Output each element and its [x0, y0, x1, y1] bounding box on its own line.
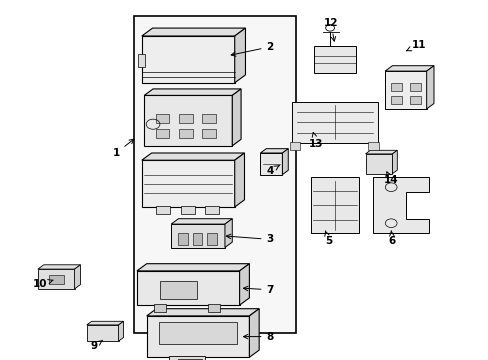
Bar [146, 316, 249, 357]
Text: 3: 3 [226, 234, 273, 244]
Text: 1: 1 [112, 139, 134, 158]
Bar [49, 274, 63, 284]
Bar [179, 129, 192, 138]
Bar [155, 114, 169, 123]
Polygon shape [137, 264, 249, 271]
Bar [38, 269, 75, 289]
Bar [178, 233, 187, 245]
Text: 10: 10 [33, 279, 53, 289]
Text: 12: 12 [323, 18, 338, 41]
Polygon shape [426, 66, 433, 109]
Polygon shape [144, 89, 241, 95]
Text: 7: 7 [243, 285, 273, 295]
Polygon shape [234, 28, 245, 83]
Polygon shape [392, 150, 397, 174]
Bar [409, 96, 420, 104]
Bar [205, 206, 219, 214]
Polygon shape [146, 309, 259, 316]
Text: 6: 6 [388, 231, 395, 246]
Polygon shape [232, 89, 241, 146]
Bar [134, 16, 295, 333]
Text: 9: 9 [90, 340, 102, 351]
Bar [142, 160, 234, 207]
Bar [409, 82, 420, 90]
Polygon shape [171, 219, 232, 224]
Polygon shape [75, 265, 81, 289]
Polygon shape [142, 153, 244, 160]
Bar [390, 96, 401, 104]
Bar [154, 304, 166, 311]
Bar [168, 356, 205, 360]
Bar [137, 271, 239, 305]
Bar [144, 95, 232, 146]
Bar [177, 359, 202, 360]
Text: 14: 14 [383, 172, 398, 185]
Bar [138, 54, 144, 67]
Polygon shape [384, 66, 433, 71]
Bar [179, 114, 192, 123]
Text: 13: 13 [308, 132, 323, 149]
Text: 8: 8 [243, 332, 273, 342]
Bar [87, 325, 118, 341]
Bar [365, 154, 392, 174]
Text: 4: 4 [266, 166, 279, 176]
Text: 2: 2 [231, 42, 273, 56]
Bar [181, 206, 194, 214]
Polygon shape [224, 219, 232, 248]
Bar [156, 206, 170, 214]
Bar [314, 46, 355, 73]
Bar [310, 177, 359, 233]
Text: 11: 11 [406, 40, 426, 51]
Bar [390, 82, 401, 90]
Polygon shape [260, 149, 288, 153]
Bar [159, 322, 237, 344]
Bar [142, 36, 234, 83]
Polygon shape [249, 309, 259, 357]
Bar [292, 102, 377, 143]
Bar [207, 233, 217, 245]
Bar [192, 233, 202, 245]
Polygon shape [282, 149, 288, 175]
Bar [202, 114, 216, 123]
Bar [202, 129, 216, 138]
Polygon shape [239, 264, 249, 305]
Bar [171, 224, 224, 248]
Bar [367, 142, 378, 150]
Polygon shape [372, 177, 428, 233]
Bar [260, 153, 282, 175]
Polygon shape [118, 321, 123, 341]
Bar [207, 304, 220, 311]
Polygon shape [38, 265, 81, 269]
Polygon shape [142, 28, 245, 36]
Bar [160, 281, 196, 299]
Bar [289, 142, 300, 150]
Polygon shape [234, 153, 244, 207]
Polygon shape [87, 321, 123, 325]
Bar [384, 71, 426, 109]
Polygon shape [365, 150, 397, 154]
Bar [155, 129, 169, 138]
Text: 5: 5 [324, 231, 332, 246]
